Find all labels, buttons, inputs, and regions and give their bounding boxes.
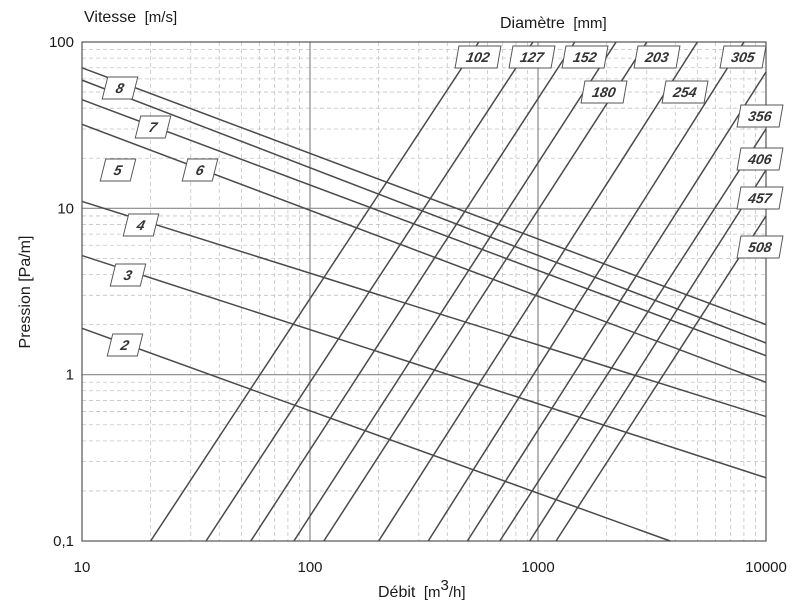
velocity-label-2-text: 2 (118, 338, 131, 354)
diameter-label-508-box: 508 (736, 235, 784, 259)
diameter-label-457-frame (736, 186, 784, 210)
diameter-label-457-box: 457 (736, 186, 784, 210)
diameter-label-203-text: 203 (643, 49, 670, 65)
diameter-label-356-box: 356 (736, 104, 784, 128)
diameter-line-180 (293, 41, 617, 542)
diameter-line-457 (529, 169, 767, 542)
x-tick-labels: 10 100 1000 10000 (74, 559, 787, 576)
velocity-line-3 (81, 254, 767, 479)
diameter-line-305 (427, 41, 745, 542)
diameter-label-254-frame (661, 80, 709, 104)
velocity-title: Vitesse [m/s] (84, 9, 177, 26)
plot-area-border (81, 41, 767, 542)
velocity-line-4 (81, 200, 767, 418)
diameter-label-254-box: 254 (661, 80, 709, 104)
velocity-label-4-frame (122, 213, 160, 237)
velocity-label-8-text: 8 (114, 81, 126, 97)
diameter-line-152 (250, 41, 576, 542)
diameter-label-127-box: 127 (508, 45, 556, 69)
velocity-line-7 (81, 79, 767, 344)
x-tick-label: 10 (74, 559, 91, 576)
y-tick-label: 0,1 (53, 533, 74, 550)
diameter-label-406-text: 406 (746, 151, 773, 167)
velocity-label-8-box: 8 (101, 76, 139, 100)
diameter-line-203 (323, 41, 648, 542)
velocity-label-4-text: 4 (134, 218, 147, 234)
diameter-lines (150, 41, 767, 542)
velocity-label-5-frame (99, 158, 137, 182)
diameter-label-356-frame (736, 104, 784, 128)
diameter-label-203-frame (633, 45, 681, 69)
velocity-label-8-frame (101, 76, 139, 100)
grid-minor (82, 42, 766, 541)
velocity-label-6-box: 6 (181, 158, 219, 182)
diameter-label-102-frame (454, 45, 502, 69)
diameter-label-305-frame (719, 45, 767, 69)
y-tick-label: 100 (49, 34, 74, 51)
velocity-label-3-frame (109, 263, 147, 287)
velocity-label-5-box: 5 (99, 158, 137, 182)
diameter-label-127-frame (508, 45, 556, 69)
diameter-label-152-text: 152 (572, 49, 598, 65)
velocity-label-3-text: 3 (122, 268, 134, 284)
plot-area-background (82, 42, 766, 541)
diameter-label-406-box: 406 (736, 147, 784, 171)
y-tick-label: 1 (66, 367, 74, 384)
velocity-labels: 2 3 4 5 6 7 8 (99, 76, 219, 357)
diameter-label-305-text: 305 (730, 49, 756, 65)
diameter-line-102 (150, 41, 480, 542)
velocity-label-2-box: 2 (106, 333, 144, 357)
velocity-line-6 (81, 98, 767, 357)
x-axis-title: Débit [m3/h] (378, 577, 466, 601)
diameter-label-102-box: 102 (454, 45, 502, 69)
diameter-title: Diamètre [mm] (500, 15, 607, 32)
diameter-line-508 (555, 215, 767, 542)
diameter-label-508-text: 508 (747, 239, 773, 255)
y-axis-title: Pression [Pa/m] (17, 236, 34, 349)
velocity-label-6-text: 6 (194, 163, 206, 179)
velocity-label-7-box: 7 (134, 115, 172, 139)
diameter-label-254-text: 254 (671, 84, 698, 100)
y-tick-labels: 0,1 1 10 100 (49, 34, 74, 550)
diameter-label-127-text: 127 (519, 49, 546, 65)
diameter-label-356-text: 356 (747, 108, 773, 124)
diameter-line-356 (466, 71, 767, 542)
diameter-label-180-frame (580, 80, 628, 104)
velocity-label-7-frame (134, 115, 172, 139)
diameter-label-180-text: 180 (591, 84, 617, 100)
diameter-label-180-box: 180 (580, 80, 628, 104)
diameter-label-203-box: 203 (633, 45, 681, 69)
diameter-label-457-text: 457 (746, 190, 774, 206)
velocity-label-3-box: 3 (109, 263, 147, 287)
velocity-line-8 (81, 67, 767, 326)
velocity-line-2 (81, 327, 671, 542)
diameter-labels: 102 127 152 180 203 254 305 356 406 457 508 (454, 45, 784, 259)
x-tick-label: 1000 (521, 559, 554, 576)
x-tick-label: 10000 (745, 559, 787, 576)
diameter-label-406-frame (736, 147, 784, 171)
diameter-label-152-box: 152 (561, 45, 609, 69)
diameter-line-406 (499, 128, 767, 542)
diameter-line-254 (378, 41, 698, 542)
velocity-label-4-box: 4 (122, 213, 160, 237)
x-tick-label: 100 (297, 559, 322, 576)
velocity-label-6-frame (181, 158, 219, 182)
velocity-label-2-frame (106, 333, 144, 357)
y-tick-label: 10 (57, 200, 74, 217)
velocity-lines (81, 67, 767, 542)
diameter-label-508-frame (736, 235, 784, 259)
diameter-label-102-text: 102 (465, 49, 491, 65)
diameter-label-152-frame (561, 45, 609, 69)
diameter-label-305-box: 305 (719, 45, 767, 69)
